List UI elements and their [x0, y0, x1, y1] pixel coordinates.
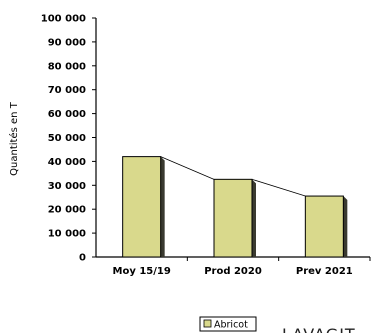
y-tick-label: 50 000 — [48, 133, 86, 144]
y-tick-label: 30 000 — [48, 181, 86, 192]
corner-text: LAVAGIT — [282, 325, 356, 333]
x-tick-label: Moy 15/19 — [113, 266, 171, 277]
y-tick-label: 20 000 — [48, 205, 86, 216]
legend-swatch-abricot — [203, 319, 212, 328]
y-axis-ticks: 0 10 000 20 000 30 000 40 000 50 000 60 000 70 … — [41, 14, 96, 264]
y-tick-label: 80 000 — [48, 61, 86, 72]
x-tick-label: Prev 2021 — [296, 266, 353, 277]
y-tick-label: 60 000 — [48, 109, 86, 120]
bars — [122, 156, 348, 258]
y-tick-label: 40 000 — [48, 157, 86, 168]
x-tick-label: Prod 2020 — [204, 266, 262, 277]
y-tick-label: 0 — [79, 253, 86, 264]
bar — [304, 195, 344, 258]
legend-label-abricot: Abricot — [214, 320, 248, 331]
bar-side — [252, 179, 256, 257]
trend-segment — [160, 156, 215, 180]
y-axis-label: Quantités en T — [8, 101, 20, 176]
legend: Abricot — [199, 316, 257, 332]
legend-box — [199, 316, 257, 332]
y-tick-label: 70 000 — [48, 85, 86, 96]
bar — [122, 156, 162, 258]
trend-segment — [251, 178, 306, 197]
bar-side — [160, 156, 165, 257]
y-axis-label-group: Quantités en T — [8, 101, 20, 176]
bar-side — [343, 196, 348, 257]
bar — [213, 178, 253, 258]
trend-line — [160, 156, 306, 197]
y-tick-label: 10 000 — [48, 229, 86, 240]
x-axis-labels: Moy 15/19 Prod 2020 Prev 2021 — [113, 257, 371, 277]
y-tick-label: 100 000 — [41, 14, 86, 25]
y-tick-label: 90 000 — [48, 37, 86, 48]
